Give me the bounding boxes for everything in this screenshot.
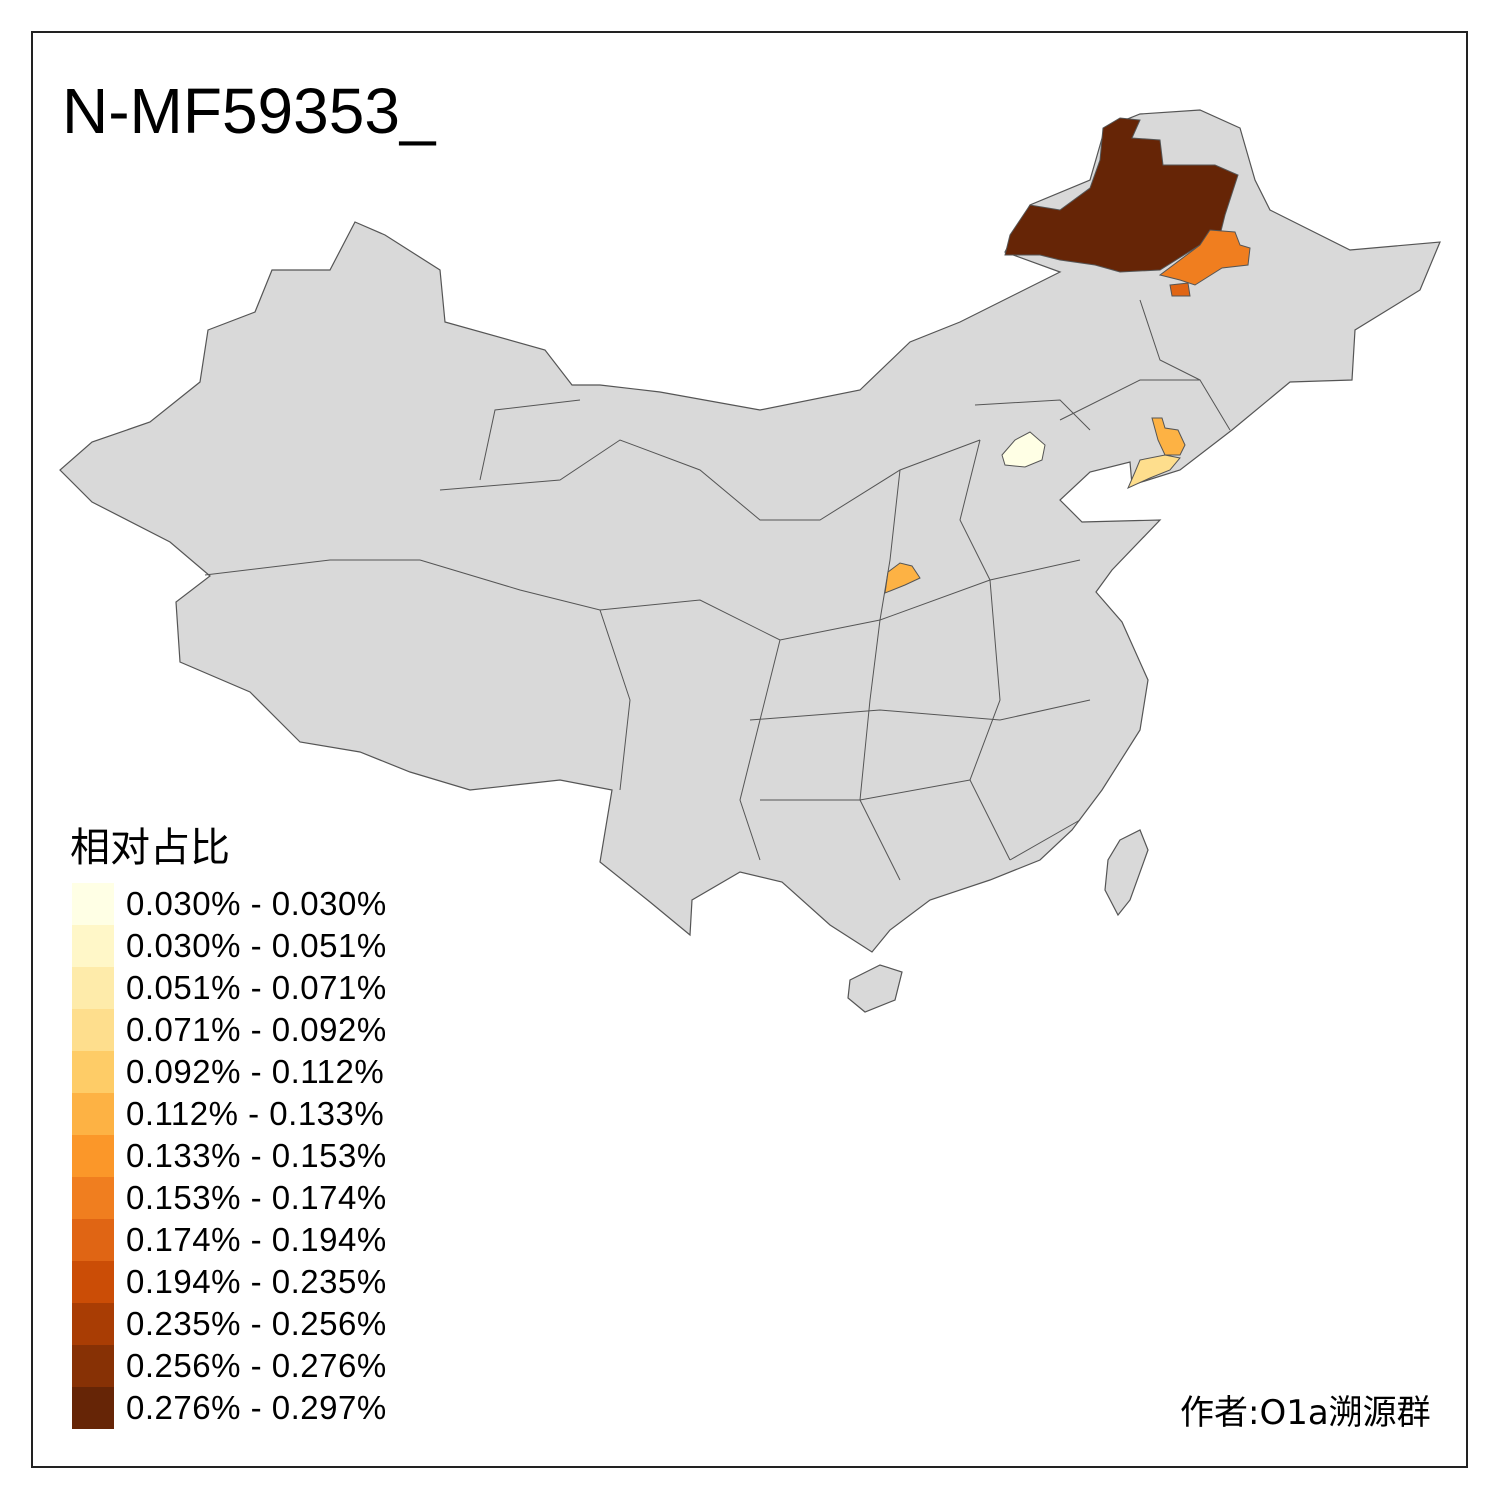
legend-label: 0.051% - 0.071% [126,969,387,1006]
legend-label: 0.194% - 0.235% [126,1263,387,1300]
region-small-orange [1169,282,1191,297]
legend-item: 0.153% - 0.174% [72,1177,387,1219]
legend-swatch [72,967,114,1009]
author-credit: 作者:O1a溯源群 [1180,1393,1431,1433]
province-borders [204,299,1231,881]
legend-item: 0.030% - 0.030% [72,883,387,925]
legend-item: 0.235% - 0.256% [72,1303,387,1345]
legend-item: 0.174% - 0.194% [72,1219,387,1261]
legend-swatch [72,1345,114,1387]
china-mainland [59,109,1441,953]
legend-label: 0.030% - 0.051% [126,927,387,964]
legend-title: 相对占比 [70,825,230,871]
legend-label: 0.133% - 0.153% [126,1137,387,1174]
legend-swatch [72,925,114,967]
legend-label: 0.030% - 0.030% [126,885,387,922]
legend-swatch [72,1051,114,1093]
legend-label: 0.071% - 0.092% [126,1011,387,1048]
legend-swatch [72,883,114,925]
region-hulunbuir [1004,117,1239,273]
legend-swatch [72,1009,114,1051]
legend-label: 0.276% - 0.297% [126,1389,387,1426]
region-liaoning-north [1151,417,1186,456]
legend-label: 0.174% - 0.194% [126,1221,387,1258]
legend-swatch [72,1135,114,1177]
region-shanxi-south [884,562,921,594]
legend-item: 0.071% - 0.092% [72,1009,387,1051]
legend-label: 0.092% - 0.112% [126,1053,385,1090]
legend-swatch [72,1177,114,1219]
legend-item: 0.112% - 0.133% [72,1093,387,1135]
legend-item: 0.051% - 0.071% [72,967,387,1009]
legend-swatch [72,1387,114,1429]
legend-label: 0.256% - 0.276% [126,1347,387,1384]
taiwan-island [1104,829,1149,917]
legend-swatch [72,1303,114,1345]
hainan-island [847,964,903,1013]
legend-item: 0.194% - 0.235% [72,1261,387,1303]
legend-label: 0.153% - 0.174% [126,1179,387,1216]
legend-label: 0.112% - 0.133% [126,1095,385,1132]
legend-swatch [72,1219,114,1261]
region-dalian [1127,454,1181,489]
legend-item: 0.256% - 0.276% [72,1345,387,1387]
region-hinggan [1158,229,1251,286]
legend-item: 0.276% - 0.297% [72,1387,387,1429]
map-title: N-MF59353_ [62,75,436,147]
legend-item: 0.030% - 0.051% [72,925,387,967]
region-beijing [1001,431,1046,468]
legend-label: 0.235% - 0.256% [126,1305,387,1342]
legend-item: 0.133% - 0.153% [72,1135,387,1177]
legend: 0.030% - 0.030% 0.030% - 0.051% 0.051% - 0… [72,883,387,1429]
legend-item: 0.092% - 0.112% [72,1051,387,1093]
legend-swatch [72,1093,114,1135]
legend-swatch [72,1261,114,1303]
map-frame [31,31,1468,1468]
